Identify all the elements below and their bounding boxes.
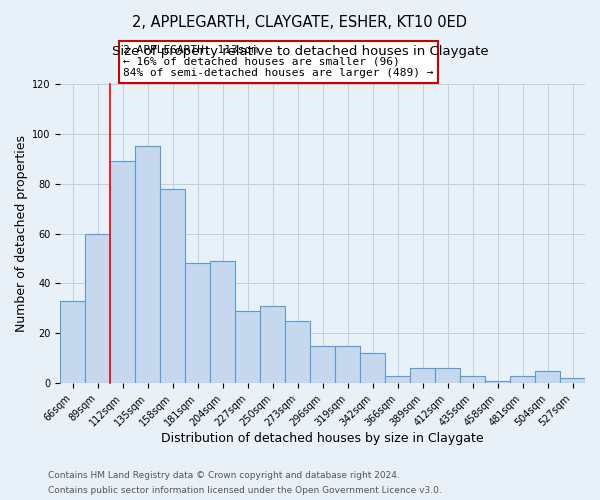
Text: Size of property relative to detached houses in Claygate: Size of property relative to detached ho… bbox=[112, 45, 488, 58]
Bar bbox=[310, 346, 335, 383]
Bar bbox=[210, 261, 235, 383]
Bar bbox=[510, 376, 535, 383]
Bar bbox=[535, 370, 560, 383]
Bar bbox=[410, 368, 435, 383]
Y-axis label: Number of detached properties: Number of detached properties bbox=[15, 135, 28, 332]
Text: 2, APPLEGARTH, CLAYGATE, ESHER, KT10 0ED: 2, APPLEGARTH, CLAYGATE, ESHER, KT10 0ED bbox=[133, 15, 467, 30]
Text: Contains public sector information licensed under the Open Government Licence v3: Contains public sector information licen… bbox=[48, 486, 442, 495]
Bar bbox=[61, 301, 85, 383]
Bar bbox=[136, 146, 160, 383]
Bar bbox=[285, 321, 310, 383]
X-axis label: Distribution of detached houses by size in Claygate: Distribution of detached houses by size … bbox=[161, 432, 484, 445]
Bar bbox=[560, 378, 585, 383]
Bar bbox=[235, 311, 260, 383]
Bar bbox=[385, 376, 410, 383]
Bar bbox=[185, 264, 210, 383]
Bar bbox=[460, 376, 485, 383]
Bar bbox=[260, 306, 285, 383]
Bar bbox=[110, 162, 136, 383]
Text: Contains HM Land Registry data © Crown copyright and database right 2024.: Contains HM Land Registry data © Crown c… bbox=[48, 471, 400, 480]
Bar bbox=[435, 368, 460, 383]
Bar bbox=[85, 234, 110, 383]
Bar bbox=[485, 380, 510, 383]
Bar bbox=[160, 188, 185, 383]
Bar bbox=[335, 346, 360, 383]
Bar bbox=[360, 353, 385, 383]
Text: 2 APPLEGARTH: 113sqm
← 16% of detached houses are smaller (96)
84% of semi-detac: 2 APPLEGARTH: 113sqm ← 16% of detached h… bbox=[124, 45, 434, 78]
